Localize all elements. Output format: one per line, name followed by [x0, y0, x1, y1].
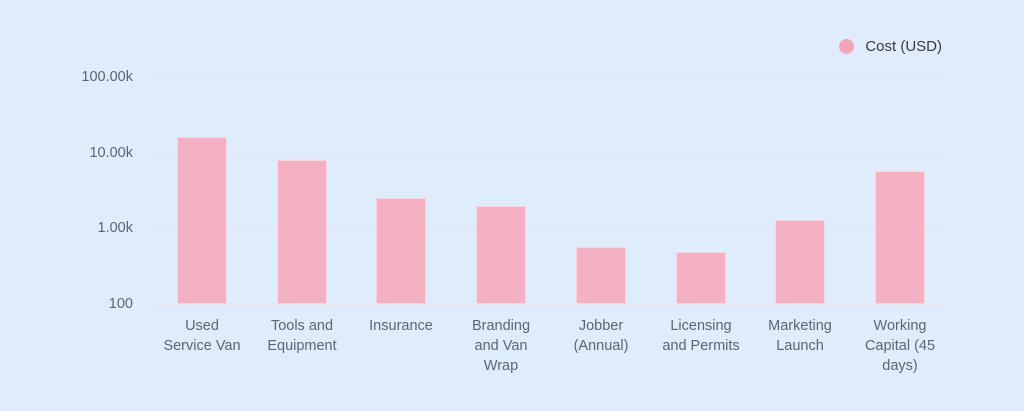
gridline: [152, 228, 950, 229]
legend: Cost (USD): [839, 37, 942, 55]
bar[interactable]: [376, 198, 426, 304]
gridline: [152, 153, 950, 154]
bar[interactable]: [177, 137, 227, 304]
legend-series-dot-icon: [839, 38, 855, 54]
bar[interactable]: [277, 160, 327, 304]
bar[interactable]: [676, 252, 726, 304]
x-axis-category-label: Marketing Launch: [768, 318, 832, 354]
x-axis-category-label: Jobber (Annual): [573, 318, 629, 354]
x-axis-category-label: Used Service Van: [163, 318, 241, 354]
y-axis-tick-label: 1.00k: [97, 220, 133, 236]
y-axis-tick-label: 100: [108, 296, 133, 312]
legend-series-label: Cost (USD): [865, 37, 942, 55]
bar[interactable]: [476, 206, 526, 304]
x-axis-category-label: Insurance: [369, 318, 433, 334]
x-axis-category-label: Branding and Van Wrap: [471, 318, 531, 374]
bar[interactable]: [775, 220, 825, 304]
x-axis-category-label: Working Capital (45 days): [864, 318, 936, 374]
gridline: [152, 304, 950, 305]
x-axis-category-label: Tools and Equipment: [267, 318, 337, 354]
x-axis-category-label: Licensing and Permits: [662, 318, 740, 354]
y-axis-tick-label: 100.00k: [81, 69, 133, 85]
bar[interactable]: [875, 171, 925, 304]
bar[interactable]: [576, 247, 626, 304]
y-axis-tick-label: 10.00k: [89, 145, 133, 161]
gridline: [152, 77, 950, 78]
